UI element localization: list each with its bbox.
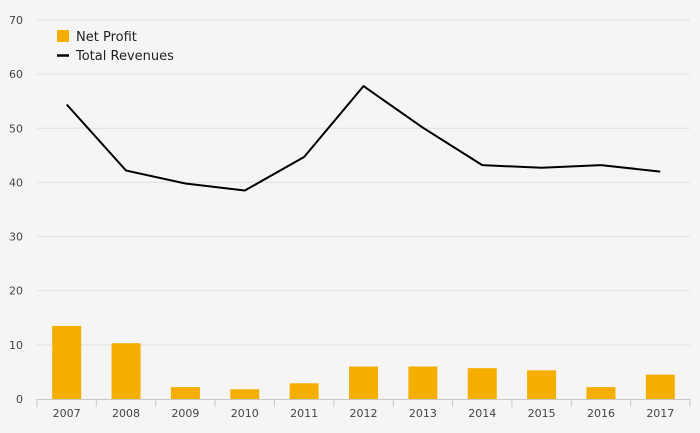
point-total-revenues-2008[interactable] bbox=[124, 169, 128, 173]
x-tick-label: 2012 bbox=[350, 407, 378, 420]
y-axis-ticks: 0 10 20 30 40 50 60 70 bbox=[9, 14, 23, 406]
bar-net-profit-2017[interactable] bbox=[645, 374, 675, 399]
y-tick-label: 30 bbox=[9, 231, 23, 244]
point-total-revenues-2013[interactable] bbox=[421, 126, 425, 130]
x-tick-label: 2009 bbox=[171, 407, 199, 420]
point-total-revenues-2009[interactable] bbox=[183, 182, 187, 186]
x-tick-label: 2008 bbox=[112, 407, 140, 420]
y-tick-label: 20 bbox=[9, 285, 23, 298]
bar-net-profit-2014[interactable] bbox=[467, 368, 497, 399]
x-tick-label: 2010 bbox=[231, 407, 259, 420]
legend-item-total-revenues[interactable]: Total Revenues bbox=[57, 49, 174, 64]
legend-label-total-revenues: Total Revenues bbox=[75, 49, 174, 64]
x-tick-label: 2015 bbox=[528, 407, 556, 420]
net-profit-bars bbox=[52, 325, 675, 399]
point-total-revenues-2010[interactable] bbox=[243, 189, 247, 193]
bar-net-profit-2007[interactable] bbox=[52, 325, 82, 399]
point-total-revenues-2016[interactable] bbox=[599, 163, 603, 167]
legend-item-net-profit[interactable]: Net Profit bbox=[57, 30, 137, 45]
legend-swatch-net-profit bbox=[57, 30, 69, 42]
bar-net-profit-2011[interactable] bbox=[289, 383, 319, 399]
x-tick-label: 2013 bbox=[409, 407, 437, 420]
y-tick-label: 40 bbox=[9, 176, 23, 189]
x-tick-label: 2011 bbox=[290, 407, 318, 420]
x-tick-label: 2014 bbox=[468, 407, 496, 420]
y-tick-label: 60 bbox=[9, 68, 23, 81]
point-total-revenues-2011[interactable] bbox=[302, 155, 306, 159]
y-tick-label: 50 bbox=[9, 122, 23, 135]
y-tick-label: 0 bbox=[16, 393, 23, 406]
legend: Net Profit Total Revenues bbox=[57, 30, 174, 64]
point-total-revenues-2007[interactable] bbox=[65, 102, 69, 106]
x-axis: 2007 2008 2009 2010 2011 2012 2013 2014 2015 2016… bbox=[36, 399, 691, 420]
total-revenues-line-group bbox=[65, 84, 662, 193]
bar-net-profit-2010[interactable] bbox=[230, 389, 260, 399]
x-tick-label: 2016 bbox=[587, 407, 615, 420]
x-tick-label: 2017 bbox=[646, 407, 674, 420]
point-total-revenues-2017[interactable] bbox=[658, 170, 662, 174]
bar-net-profit-2008[interactable] bbox=[111, 343, 141, 399]
line-total-revenues[interactable] bbox=[65, 85, 661, 192]
x-tick-label: 2007 bbox=[53, 407, 81, 420]
y-tick-label: 10 bbox=[9, 339, 23, 352]
bar-net-profit-2013[interactable] bbox=[408, 366, 438, 399]
gridlines bbox=[37, 19, 690, 346]
bar-net-profit-2016[interactable] bbox=[586, 387, 616, 399]
bar-net-profit-2012[interactable] bbox=[349, 366, 378, 399]
point-total-revenues-2014[interactable] bbox=[480, 163, 484, 167]
point-total-revenues-2015[interactable] bbox=[540, 166, 544, 170]
bar-net-profit-2009[interactable] bbox=[170, 387, 200, 399]
y-tick-label: 70 bbox=[9, 14, 23, 27]
point-total-revenues-2012[interactable] bbox=[362, 84, 366, 88]
bar-net-profit-2015[interactable] bbox=[527, 370, 557, 399]
legend-label-net-profit: Net Profit bbox=[76, 30, 137, 45]
